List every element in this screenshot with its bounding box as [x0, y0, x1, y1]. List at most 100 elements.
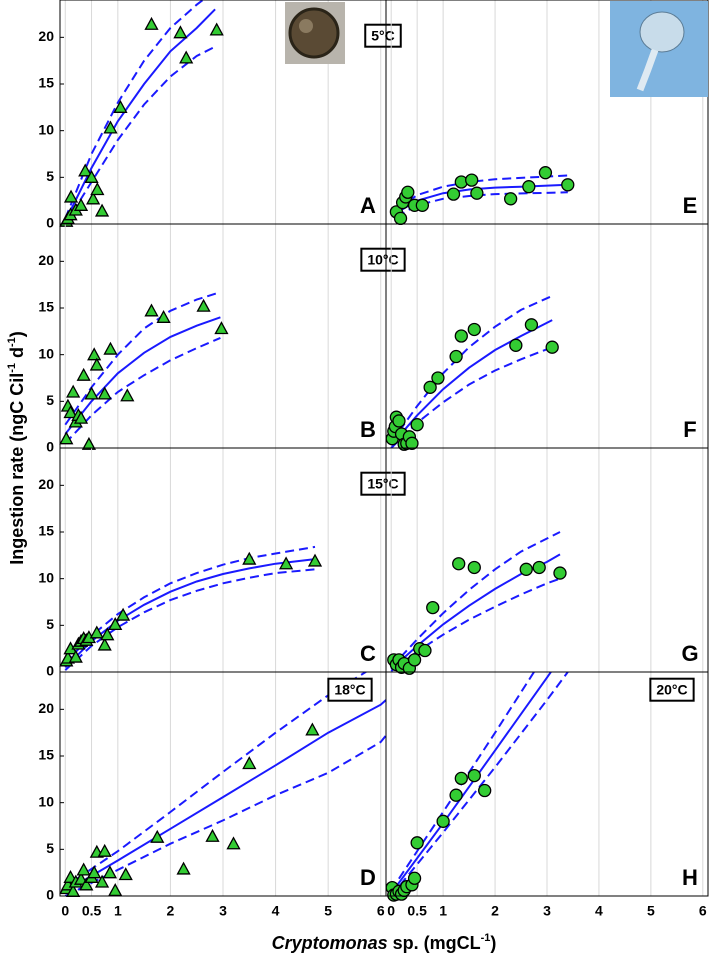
point [59, 431, 74, 445]
point [144, 303, 159, 317]
point [423, 380, 437, 394]
ci-lower [390, 346, 553, 448]
x-tick-label: 6 [699, 903, 707, 919]
temperature-label: 10°C [367, 252, 398, 268]
point [467, 768, 481, 783]
point [100, 627, 115, 641]
panel: G [385, 447, 709, 675]
point [94, 874, 110, 888]
x-tick-label: 4 [272, 903, 280, 919]
x-tick-label: 0.5 [407, 903, 427, 919]
ci-lower [64, 336, 221, 444]
x-tick-label: 0 [387, 903, 395, 919]
point [449, 788, 463, 802]
point [415, 198, 430, 212]
panel: F [385, 223, 709, 451]
point [226, 836, 241, 850]
point [120, 388, 135, 402]
temperature-label: 15°C [367, 476, 398, 492]
ci-lower [64, 568, 316, 671]
y-tick-label: 15 [38, 75, 54, 91]
point [519, 562, 533, 576]
fit-line [64, 558, 316, 669]
point [392, 414, 406, 428]
ci-upper [64, 0, 205, 219]
point [97, 843, 112, 857]
fit-line [390, 672, 553, 894]
point [467, 560, 481, 575]
point [503, 192, 518, 206]
point [176, 861, 191, 875]
point [102, 865, 118, 879]
point [90, 182, 105, 196]
ci-lower [390, 577, 561, 672]
point [545, 340, 559, 354]
panel: 0 5 10 15 20 C 15°C [38, 447, 406, 679]
point [242, 756, 257, 770]
point [68, 649, 83, 663]
x-tick-label: 0.5 [82, 903, 102, 919]
point [553, 566, 567, 580]
y-tick-label: 5 [46, 840, 54, 856]
point [81, 436, 97, 450]
panel-letter: F [683, 417, 696, 442]
point [478, 783, 492, 798]
point [405, 436, 419, 450]
ci-upper [390, 294, 553, 443]
y-axis-label: Ingestion rate (ngC Cil-1 d-1) [6, 331, 27, 565]
point [86, 191, 101, 205]
point [73, 197, 89, 211]
panel-frame [385, 671, 709, 897]
point [454, 771, 468, 786]
y-tick-label: 15 [38, 523, 54, 539]
y-tick-label: 5 [46, 392, 54, 408]
point [410, 836, 424, 850]
point [446, 187, 461, 201]
panel-letter: D [360, 865, 376, 890]
point [66, 384, 81, 398]
point [436, 814, 450, 828]
y-tick-label: 10 [38, 793, 54, 809]
point [522, 180, 536, 194]
point [63, 189, 79, 203]
y-tick-label: 5 [46, 616, 54, 632]
point [538, 166, 553, 180]
temperature-label: 5°C [371, 28, 395, 44]
panel: E [385, 0, 709, 226]
fit-line [64, 8, 216, 222]
y-tick-label: 0 [46, 663, 54, 679]
ci-lower [390, 672, 569, 896]
point [87, 865, 102, 879]
panel-letter: A [360, 193, 376, 218]
point [73, 871, 89, 885]
point [418, 643, 432, 658]
point [113, 99, 128, 113]
point [205, 828, 220, 842]
photo-e [610, 1, 708, 97]
point [173, 25, 188, 39]
photo-a [285, 2, 345, 64]
x-tick-label: 6 [377, 903, 385, 919]
x-tick-label: 5 [647, 903, 655, 919]
panel: 0 5 10 15 20 B 10°C [38, 223, 406, 455]
point [449, 349, 463, 364]
y-tick-label: 20 [38, 252, 54, 268]
point [279, 556, 294, 570]
ci-lower [64, 734, 386, 896]
panel-letter: E [683, 193, 698, 218]
ci-upper [395, 174, 568, 210]
panels: 05101520A5°CE05101520B10°CF05101520C15°C… [38, 0, 709, 919]
point [214, 321, 229, 335]
point [410, 418, 424, 432]
point [97, 637, 112, 651]
fit-line [64, 316, 221, 435]
x-tick-label: 3 [543, 903, 551, 919]
ci-lower [64, 45, 216, 224]
temperature-label: 18°C [334, 682, 365, 698]
x-tick-label: 1 [439, 903, 447, 919]
point [94, 203, 110, 217]
point [78, 163, 93, 177]
point [407, 653, 422, 667]
point [97, 386, 112, 400]
point [84, 169, 99, 183]
